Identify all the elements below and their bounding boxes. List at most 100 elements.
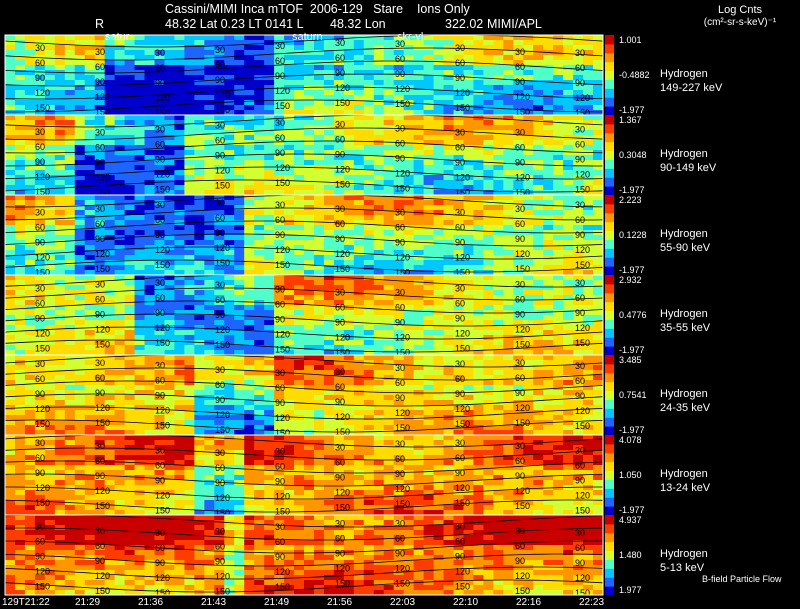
heatmap-cell (553, 290, 564, 296)
heatmap-cell (264, 380, 275, 386)
heatmap-cell (204, 35, 215, 41)
heatmap-cell (523, 245, 534, 251)
colorbar-segment (605, 203, 614, 214)
heatmap-cell (323, 305, 335, 311)
heatmap-cell (114, 370, 125, 376)
colorbar-segment (605, 132, 614, 143)
heatmap-cell (294, 140, 305, 146)
heatmap-cell (74, 65, 86, 71)
heatmap-cell (24, 430, 36, 436)
heatmap-cell (224, 235, 235, 241)
heatmap-cell (463, 90, 474, 96)
heatmap-cell (34, 280, 46, 286)
heatmap-cell (453, 290, 464, 296)
heatmap-cell (54, 365, 66, 371)
heatmap-cell (124, 140, 135, 146)
heatmap-cell (5, 385, 16, 391)
heatmap-cell (463, 430, 474, 436)
heatmap-cell (383, 210, 395, 216)
heatmap-cell (264, 160, 275, 166)
heatmap-cell (343, 70, 355, 76)
heatmap-cell (244, 60, 255, 66)
heatmap-cell (403, 135, 415, 141)
heatmap-cell (353, 105, 365, 111)
heatmap-cell (523, 170, 534, 176)
heatmap-cell (114, 310, 125, 316)
heatmap-cell (174, 420, 185, 426)
heatmap-cell (194, 175, 205, 181)
heatmap-cell (64, 295, 76, 301)
heatmap-cell (333, 255, 345, 261)
heatmap-cell (323, 290, 335, 296)
heatmap-cell (174, 290, 185, 296)
heatmap-cell (473, 325, 484, 331)
heatmap-cell (104, 180, 116, 186)
heatmap-cell (134, 50, 145, 56)
heatmap-cell (443, 395, 454, 401)
heatmap-cell (473, 430, 484, 436)
heatmap-cell (244, 105, 255, 111)
heatmap-cell (353, 410, 365, 416)
heatmap-cell (513, 430, 524, 436)
heatmap-cell (264, 75, 275, 81)
heatmap-cell (134, 100, 145, 106)
heatmap-cell (573, 105, 584, 111)
heatmap-cell (323, 400, 335, 406)
heatmap-cell (393, 405, 405, 411)
heatmap-cell (463, 190, 474, 196)
heatmap-cell (154, 325, 165, 331)
heatmap-cell (343, 45, 355, 51)
heatmap-cell (144, 175, 155, 181)
heatmap-cell (473, 40, 484, 46)
heatmap-cell (373, 300, 385, 306)
heatmap-cell (443, 100, 454, 106)
colorbar-segment (605, 43, 614, 54)
heatmap-cell (413, 140, 424, 146)
heatmap-cell (423, 60, 434, 66)
heatmap-cell (134, 395, 145, 401)
heatmap-cell (214, 215, 225, 221)
heatmap-cell (423, 425, 434, 431)
heatmap-cell (333, 285, 345, 291)
heatmap-cell (313, 310, 325, 316)
heatmap-cell (244, 170, 255, 176)
heatmap-cell (483, 60, 494, 66)
heatmap-cell (94, 215, 106, 221)
heatmap-cell (34, 65, 46, 71)
heatmap-cell (523, 215, 534, 221)
contour-label: 150 (395, 347, 410, 357)
heatmap-cell (353, 45, 365, 51)
heatmap-cell (44, 205, 56, 211)
heatmap-cell (323, 205, 335, 211)
heatmap-cell (304, 225, 315, 231)
heatmap-cell (254, 365, 265, 371)
heatmap-cell (44, 370, 56, 376)
heatmap-cell (84, 270, 96, 276)
heatmap-cell (194, 65, 205, 71)
heatmap-cell (453, 215, 464, 221)
heatmap-cell (593, 315, 604, 321)
heatmap-cell (523, 90, 534, 96)
heatmap-cell (64, 115, 76, 121)
heatmap-cell (513, 170, 524, 176)
heatmap-cell (194, 40, 205, 46)
heatmap-cell (104, 80, 116, 86)
heatmap-cell (184, 85, 195, 91)
heatmap-cell (533, 335, 544, 341)
heatmap-cell (224, 90, 235, 96)
heatmap-cell (94, 235, 106, 241)
heatmap-cell (294, 80, 305, 86)
heatmap-cell (373, 220, 385, 226)
heatmap-cell (24, 195, 36, 201)
heatmap-cell (144, 140, 155, 146)
heatmap-cell (224, 375, 235, 381)
heatmap-cell (483, 245, 494, 251)
heatmap-cell (294, 305, 305, 311)
heatmap-cell (543, 185, 554, 191)
heatmap-cell (5, 430, 16, 436)
heatmap-cell (304, 125, 315, 131)
heatmap-cell (84, 265, 96, 271)
heatmap-cell (164, 50, 175, 56)
heatmap-cell (264, 110, 275, 116)
heatmap-cell (194, 355, 205, 361)
